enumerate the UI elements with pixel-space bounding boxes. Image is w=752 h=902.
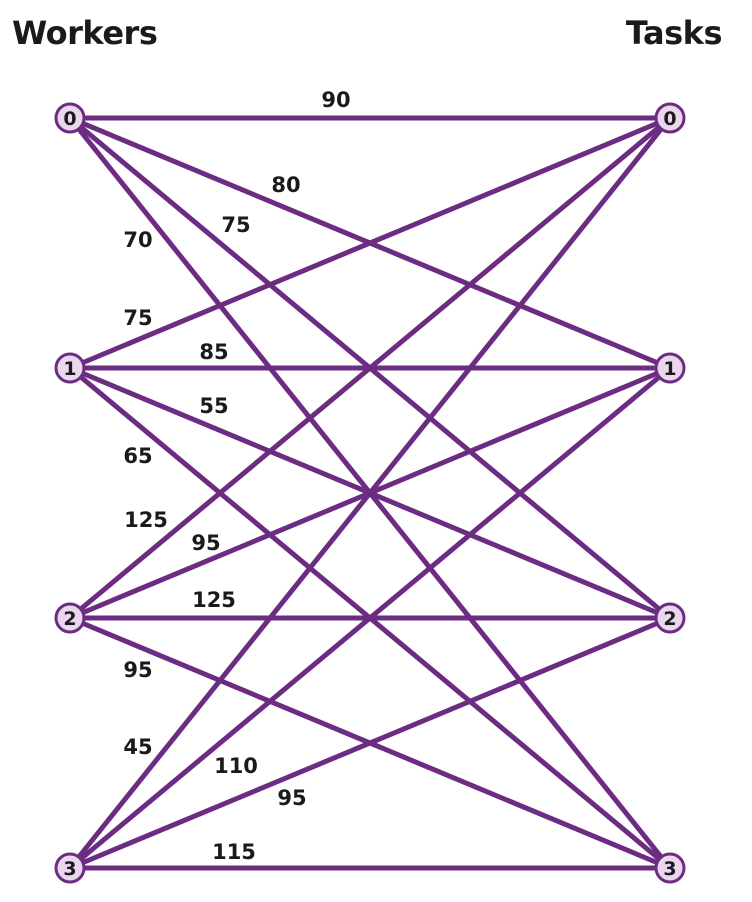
nodes-layer: 0 1 2 3 0 1 2 3	[54, 102, 686, 884]
worker-node-0: 0	[54, 102, 86, 134]
task-node-0-label: 0	[663, 108, 676, 130]
task-node-1-label: 1	[663, 358, 676, 380]
cost-label-w3-t0: 45	[123, 735, 152, 759]
worker-node-1-label: 1	[63, 358, 76, 380]
cost-label-w1-t0: 75	[123, 306, 152, 330]
tasks-heading: Tasks	[625, 14, 723, 52]
cost-label-w1-t2: 55	[199, 394, 228, 418]
task-node-3: 3	[654, 852, 686, 884]
edge-w1-t0	[67, 115, 673, 371]
edge-w2-t0	[67, 115, 673, 621]
cost-label-w3-t2: 95	[277, 786, 306, 810]
workers-heading: Workers	[12, 14, 158, 52]
cost-label-w0-t0: 90	[321, 88, 350, 112]
cost-label-w0-t3: 70	[123, 228, 152, 252]
worker-node-3-label: 3	[63, 858, 76, 880]
worker-node-3: 3	[54, 852, 86, 884]
task-node-1: 1	[654, 352, 686, 384]
task-node-2: 2	[654, 602, 686, 634]
cost-label-w2-t0: 125	[124, 508, 168, 532]
cost-label-w1-t1: 85	[199, 340, 228, 364]
worker-node-2-label: 2	[63, 608, 76, 630]
task-node-0: 0	[654, 102, 686, 134]
worker-node-0-label: 0	[63, 108, 76, 130]
worker-node-1: 1	[54, 352, 86, 384]
cost-label-w0-t1: 80	[271, 173, 300, 197]
task-node-2-label: 2	[663, 608, 676, 630]
cost-labels-layer: 90 80 75 70 75 85 55 65 125 95 125 95 45 110 95 115	[123, 88, 350, 864]
cost-label-w1-t3: 65	[123, 444, 152, 468]
edges-layer	[67, 115, 673, 871]
edge-w3-t1	[67, 365, 673, 871]
cost-label-w2-t1: 95	[191, 531, 220, 555]
cost-label-w2-t2: 125	[192, 588, 236, 612]
edge-w3-t2	[67, 615, 673, 871]
worker-node-2: 2	[54, 602, 86, 634]
task-node-3-label: 3	[663, 858, 676, 880]
cost-label-w0-t2: 75	[221, 213, 250, 237]
edge-w3-t0	[67, 115, 673, 871]
cost-label-w3-t1: 110	[214, 754, 258, 778]
cost-label-w2-t3: 95	[123, 658, 152, 682]
cost-label-w3-t3: 115	[212, 840, 256, 864]
